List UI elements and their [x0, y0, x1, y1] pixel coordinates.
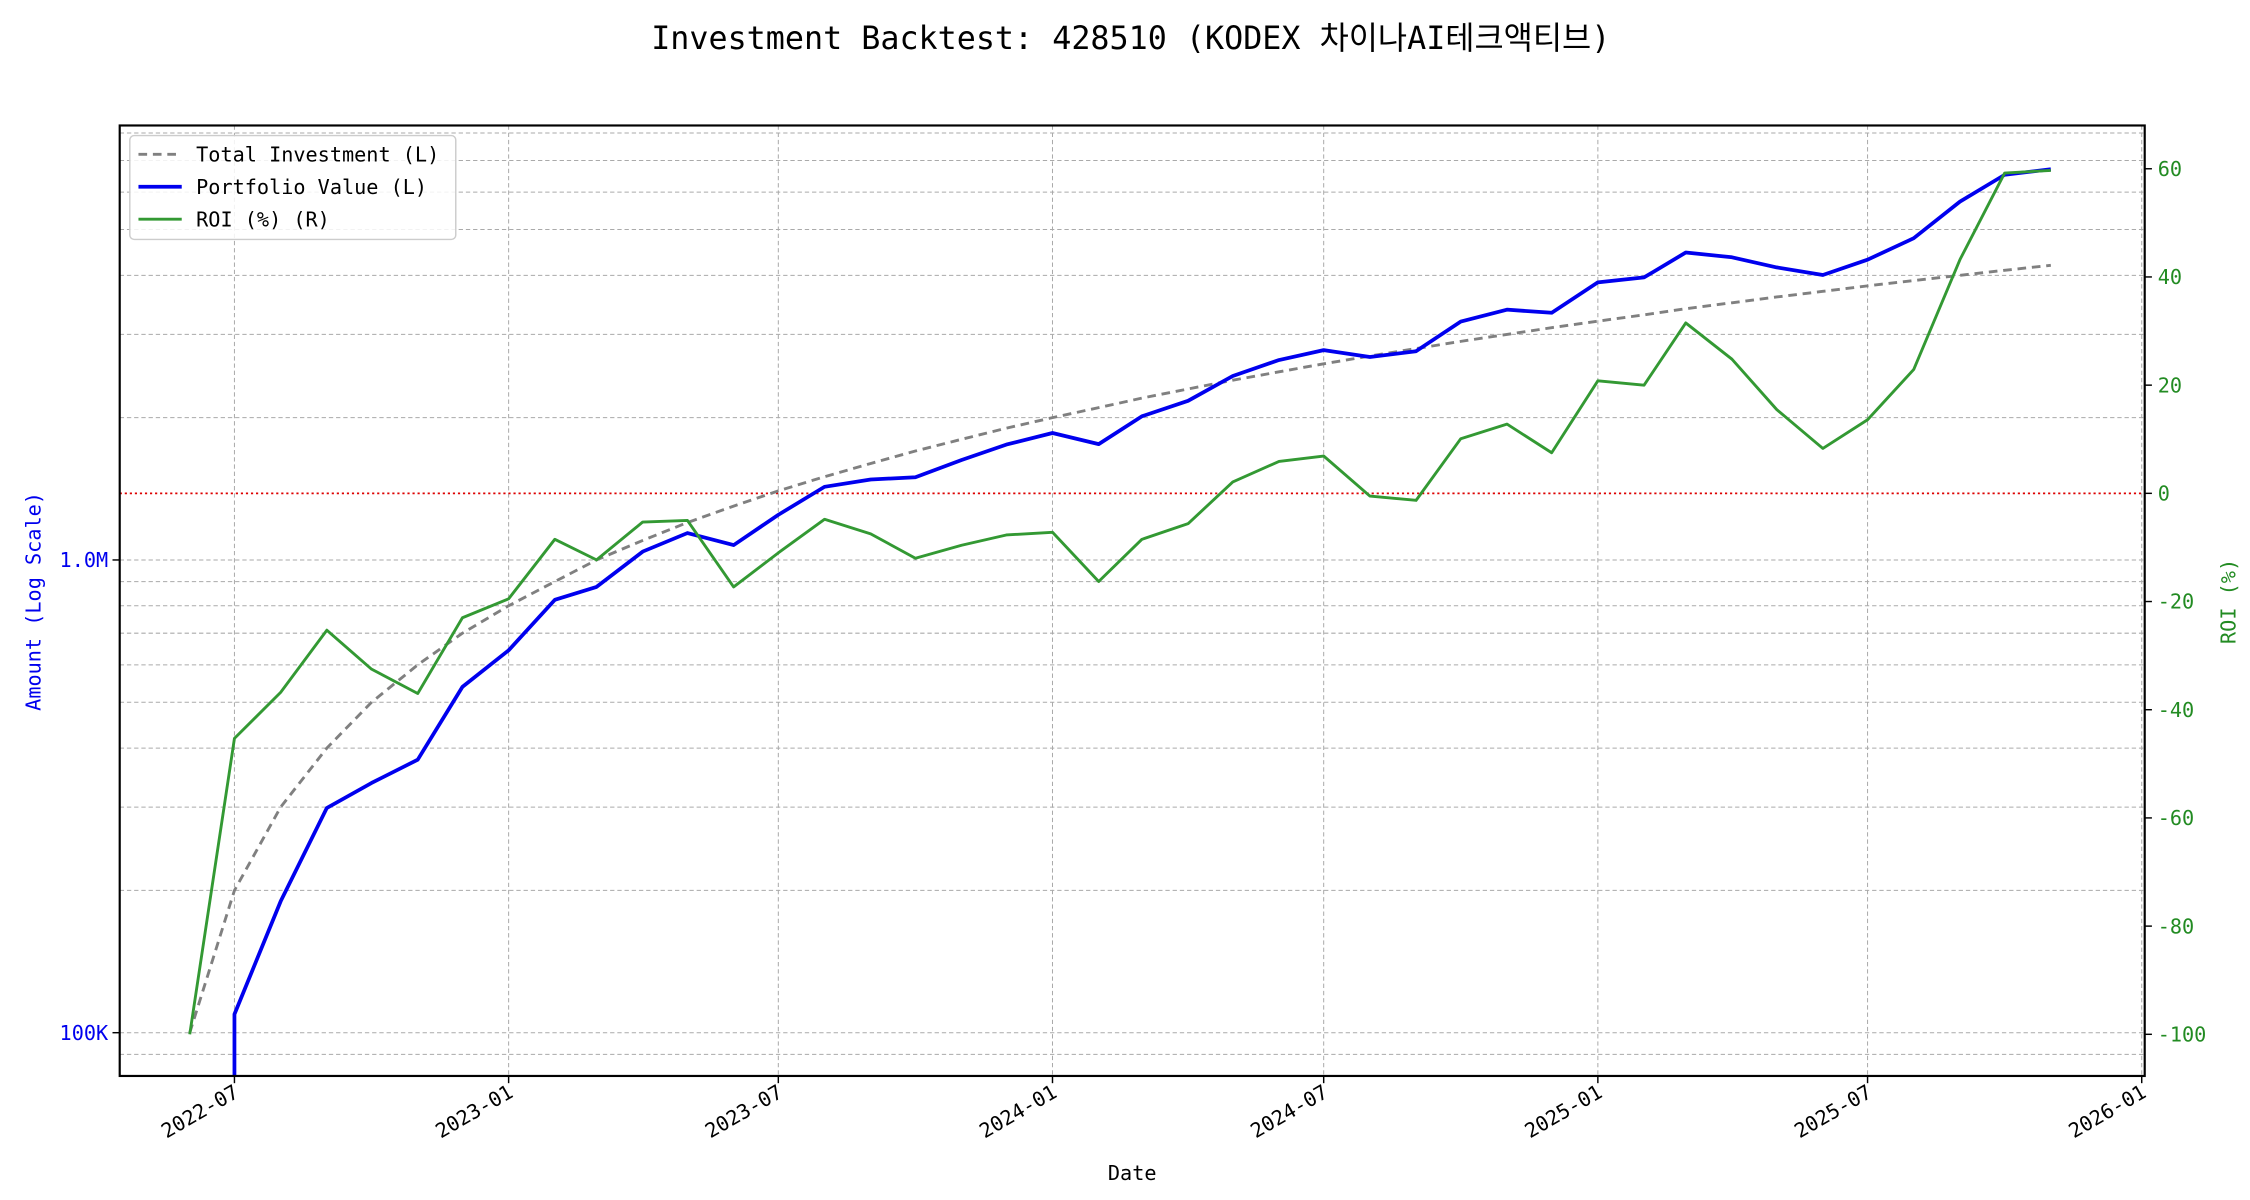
right-axis-label: ROI (%)	[2217, 559, 2241, 644]
series-lines	[188, 167, 2052, 1076]
right-axis: -100 -80 -60 -40 -20 0 20 40 60	[2144, 157, 2207, 1047]
left-tick-label: 100K	[60, 1021, 109, 1045]
legend-label: Portfolio Value (L)	[196, 175, 427, 199]
right-tick-label: 40	[2158, 265, 2182, 289]
x-tick-label: 2023-07	[701, 1080, 787, 1143]
x-tick-label: 2024-01	[975, 1080, 1061, 1143]
legend-label: ROI (%) (R)	[196, 207, 330, 231]
total-investment-line	[188, 263, 2051, 1034]
legend-box	[129, 134, 457, 241]
x-axis-label: Date	[1108, 1161, 1157, 1185]
right-tick-label: -80	[2158, 914, 2194, 938]
x-tick-label: 2025-07	[1790, 1080, 1876, 1143]
portfolio-value-line	[232, 167, 2052, 1076]
right-tick-label: -60	[2158, 806, 2194, 830]
x-tick-label: 2022-07	[157, 1080, 243, 1143]
roi-line	[188, 168, 2051, 1035]
right-tick-label: -40	[2158, 698, 2194, 722]
chart-title: Investment Backtest: 428510 (KODEX 차이나AI…	[651, 21, 1610, 57]
left-axis-label: Amount (Log Scale)	[21, 492, 45, 711]
x-tick-label: 2026-01	[2064, 1080, 2150, 1143]
x-tick-label: 2024-07	[1246, 1080, 1332, 1143]
plot-frame	[118, 124, 2146, 1078]
left-axis: 100K 1.0M	[60, 548, 120, 1045]
right-tick-label: 0	[2158, 482, 2170, 506]
legend: Total Investment (L) Portfolio Value (L) R…	[129, 134, 457, 241]
legend-label: Total Investment (L)	[196, 143, 439, 167]
right-tick-label: -20	[2158, 590, 2194, 614]
right-tick-label: 20	[2158, 373, 2182, 397]
right-tick-label: -100	[2158, 1023, 2207, 1047]
grid	[119, 125, 2145, 1076]
left-tick-label: 1.0M	[60, 548, 109, 572]
x-axis: 2022-07 2023-01 2023-07 2024-01 2024-07 2025-…	[157, 1075, 2150, 1143]
x-tick-label: 2023-01	[431, 1080, 517, 1143]
right-tick-label: 60	[2158, 157, 2182, 181]
x-tick-label: 2025-01	[1520, 1080, 1606, 1143]
